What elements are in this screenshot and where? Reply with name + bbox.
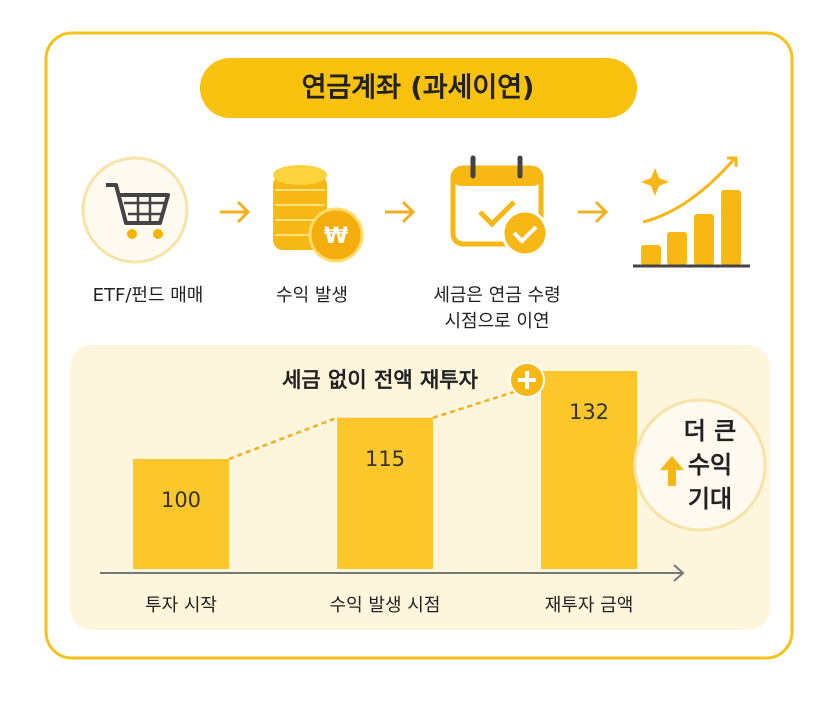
plus-sign xyxy=(518,371,536,389)
category-label: 투자 시작 xyxy=(145,595,217,616)
bar xyxy=(337,417,433,569)
growth-icon xyxy=(633,156,750,268)
bar xyxy=(133,459,229,569)
step-label: ETF/펀드 매매 xyxy=(93,285,204,306)
step-label: 수익 발생 xyxy=(276,285,348,306)
title: 연금계좌 (과세이연) xyxy=(302,73,535,104)
category-label: 수익 발생 시점 xyxy=(330,595,441,616)
title-pill xyxy=(200,58,637,118)
calendar-icon xyxy=(450,155,549,257)
arrow xyxy=(220,200,251,224)
svg-text:₩: ₩ xyxy=(324,224,348,249)
step-label: 세금은 연금 수령 xyxy=(433,285,560,306)
callout-text: 기대 xyxy=(688,485,732,513)
arrow xyxy=(385,200,416,224)
callout-text: 더 큰 xyxy=(684,417,737,445)
arrow xyxy=(578,200,609,224)
chart-title: 세금 없이 전액 재투자 xyxy=(282,368,478,392)
trend-line xyxy=(432,388,521,419)
cart-icon xyxy=(81,156,189,264)
value-label: 100 xyxy=(161,488,201,512)
callout-circle xyxy=(633,398,767,532)
coins-icon: ₩ xyxy=(273,165,364,263)
axis-arrow xyxy=(673,564,685,582)
bar xyxy=(541,371,637,569)
value-label: 115 xyxy=(365,447,405,471)
callout-text: 수익 xyxy=(688,451,732,479)
value-label: 132 xyxy=(569,400,609,424)
up-arrow xyxy=(660,456,684,486)
step-label: 시점으로 이연 xyxy=(444,311,549,332)
category-label: 재투자 금액 xyxy=(545,595,634,616)
trend-line xyxy=(228,416,338,461)
